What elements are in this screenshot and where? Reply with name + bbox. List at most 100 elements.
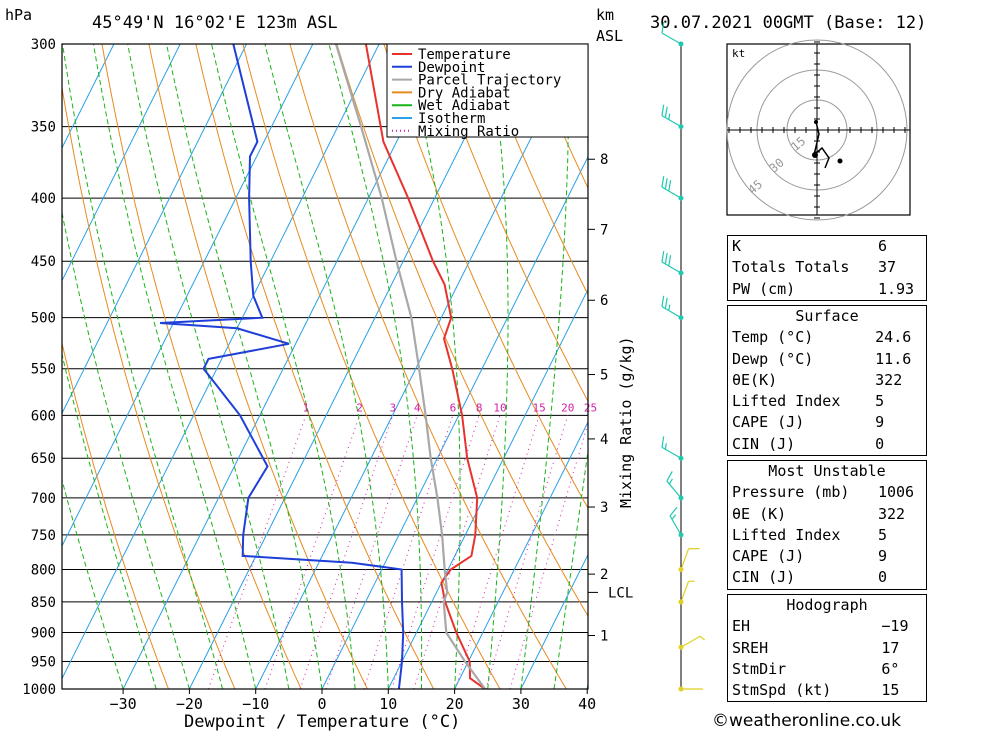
wet-adiabat-line: [166, 44, 323, 689]
mixing-ratio-line: [325, 415, 418, 689]
wind-barb-flag: [661, 251, 665, 263]
pressure-label-750: 750: [31, 528, 56, 544]
dry-adiabat-line: [148, 44, 368, 689]
index-row: Temp (°C) 24.6: [728, 327, 927, 348]
wind-barb-flag: [668, 113, 671, 120]
index-row: SREH 17: [728, 638, 927, 659]
wind-barb-flag: [661, 22, 665, 34]
isotherm-line: [62, 44, 314, 548]
wind-barb-flag: [671, 514, 677, 520]
index-row: Lifted Index 5: [728, 391, 927, 412]
index-value: 6: [877, 237, 887, 255]
mixing-ratio-line: [264, 415, 361, 689]
wind-barb-flag: [668, 180, 672, 192]
legend-item: Temperature: [418, 47, 511, 63]
wet-adiabat-line: [62, 210, 190, 689]
x-tick-label: 0: [317, 695, 326, 713]
wind-barb-flag: [668, 254, 672, 267]
wind-barb-flag: [668, 478, 673, 485]
x-tick-label: −30: [110, 695, 137, 713]
location-title: 45°49'N 16°02'E 123m ASL: [92, 13, 338, 33]
wind-barb-flag: [666, 471, 673, 482]
pressure-unit-label: hPa: [5, 6, 32, 24]
wind-barb-flag: [669, 506, 678, 517]
index-label: Lifted Index: [732, 525, 841, 544]
wet-adiabat-line: [62, 352, 157, 689]
wind-barb-flag: [664, 297, 668, 309]
x-tick-label: 10: [379, 695, 397, 713]
index-label: StmSpd (kt): [732, 681, 832, 700]
pressure-label-400: 400: [31, 191, 56, 207]
mixing-ratio-labels: 1 2 3 4 6 8 10 15 20 25: [303, 401, 598, 414]
mixing-ratio-label: 8: [476, 401, 483, 414]
mixing-ratio-line: [509, 421, 588, 689]
pressure-label-300: 300: [31, 37, 56, 53]
index-label: Totals Totals: [732, 258, 850, 277]
wet-adiabat-line: [211, 44, 356, 689]
index-label: CAPE (J): [732, 413, 805, 432]
legend-item: Parcel Trajectory: [418, 73, 561, 89]
wind-barb-shaft: [661, 261, 682, 274]
wind-barb-flag: [664, 253, 668, 265]
isobar-lines: [62, 43, 588, 690]
isotherm-line: [454, 420, 588, 689]
x-tick-label: 30: [512, 695, 530, 713]
mixing-ratio-lines: [207, 415, 588, 689]
isotherm-line: [188, 44, 513, 689]
index-label: K: [732, 237, 742, 255]
wet-adiabat-line: [62, 44, 224, 689]
mixing-ratio-line: [207, 415, 307, 689]
mixing-ratio-label: 25: [584, 401, 597, 414]
index-label: θE (K): [732, 504, 787, 523]
index-value: 1006: [877, 483, 915, 502]
pressure-label-900: 900: [31, 626, 56, 642]
pressure-axis-labels: 300 350 400 450 500 550 600 650 700 750 800 850 900 9…: [22, 37, 56, 698]
index-label: Dewp (°C): [732, 349, 814, 368]
height-label-4: 4: [600, 432, 608, 448]
index-value: 24.6: [875, 328, 912, 347]
height-unit-km: km: [596, 6, 614, 24]
height-unit-asl: ASL: [596, 27, 623, 45]
wet-adiabat-line: [93, 44, 257, 689]
datetime-title: 30.07.2021 00GMT (Base: 12): [650, 13, 926, 33]
wind-barb-shaft: [661, 186, 682, 199]
wet-adiabat-line: [328, 44, 423, 689]
index-label: EH: [732, 617, 751, 636]
height-label-6: 6: [600, 293, 608, 309]
index-value: 5: [875, 392, 885, 411]
index-row: CAPE (J) 9: [728, 412, 927, 433]
hodograph-table: Hodograph EH −19 SREH 17 StmDir 6° StmSpd (kt)…: [727, 594, 927, 703]
index-label: CAPE (J): [732, 547, 805, 566]
height-axis: 8 7 6 5 4 3 2 1 LCL: [588, 152, 633, 645]
most-unstable-table: Most Unstable Pressure (mb) 1006 θE (K) 322…: [727, 460, 927, 590]
wind-barb-flag: [661, 295, 665, 307]
mixing-ratio-label: 20: [561, 401, 574, 414]
index-value: 37: [877, 258, 897, 277]
index-row: CIN (J) 0: [728, 567, 927, 589]
dry-adiabat-line: [383, 44, 588, 510]
index-value: 0: [877, 568, 887, 587]
index-row: Totals Totals 37: [728, 257, 927, 278]
index-label: StmDir: [732, 659, 787, 678]
isotherm-line: [62, 44, 247, 415]
mixing-ratio-label: 1: [303, 401, 310, 414]
wet-adiabat-line: [404, 44, 461, 689]
pressure-label-450: 450: [31, 254, 56, 270]
isotherm-line: [62, 44, 115, 150]
wind-barb-shaft: [661, 32, 682, 45]
surface-title: Surface: [795, 307, 859, 325]
index-value: 0: [875, 434, 885, 453]
wind-barb-flag: [664, 443, 667, 450]
pressure-label-1000: 1000: [22, 682, 56, 698]
hodograph-storm-motion: [812, 152, 818, 158]
mixing-ratio-line: [391, 415, 480, 689]
index-row: θE (K) 322: [728, 504, 927, 525]
mixing-ratio-label: 3: [390, 401, 397, 414]
wet-adiabat-line: [127, 44, 290, 689]
temperature-line: [364, 44, 486, 689]
height-label-2: 2: [600, 567, 608, 583]
dry-adiabat-line: [195, 44, 435, 689]
mixing-ratio-label: 6: [450, 401, 457, 414]
